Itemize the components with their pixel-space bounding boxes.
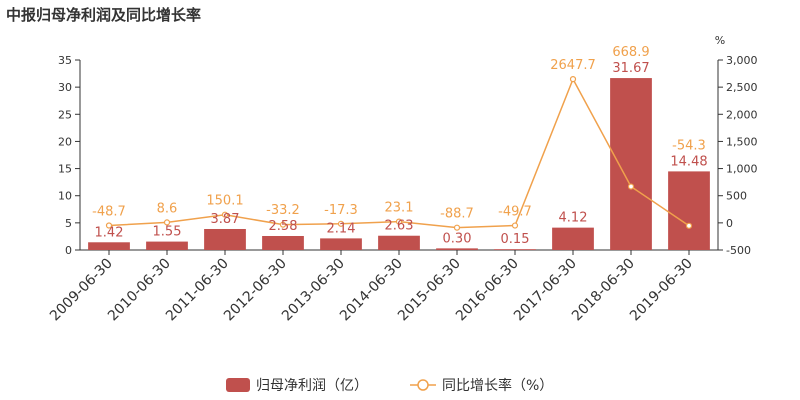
bar-value-label: 4.12 — [559, 211, 588, 226]
y-right-tick-label: 500 — [726, 190, 747, 203]
bar-series — [88, 78, 710, 250]
line-value-label: 2647.7 — [550, 58, 596, 73]
bar-value-label: 2.14 — [327, 221, 356, 236]
bar — [494, 249, 536, 250]
y-left-tick-label: 0 — [65, 244, 72, 257]
bar — [146, 241, 188, 250]
line-value-label: 23.1 — [385, 201, 414, 216]
chart-title: 中报归母净利润及同比增长率 — [6, 6, 202, 24]
bar-value-label: 14.48 — [670, 154, 707, 169]
line-point — [395, 218, 403, 225]
bar — [204, 228, 246, 250]
line-value-label: -88.7 — [440, 207, 474, 222]
bar — [436, 248, 478, 250]
y-right-tick-label: 0 — [726, 217, 733, 230]
y-right-unit: % — [715, 34, 725, 47]
line-point — [105, 222, 113, 229]
line-value-label: -49.7 — [498, 205, 532, 220]
x-tick-label: 2019-06-30 — [627, 256, 696, 325]
line-point — [279, 221, 287, 228]
y-left-tick-label: 25 — [58, 108, 72, 121]
bar — [262, 235, 304, 250]
line-point — [627, 183, 635, 190]
legend: 归母净利润（亿） 同比增长率（%） — [226, 377, 553, 394]
bar — [320, 238, 362, 250]
line-point — [569, 76, 577, 83]
y-right-tick-label: 2,000 — [726, 108, 758, 121]
y-left-tick-label: 35 — [58, 54, 72, 67]
line-point — [511, 222, 519, 229]
bar — [88, 242, 130, 250]
y-left-tick-label: 15 — [58, 163, 72, 176]
line-value-label: -48.7 — [92, 205, 126, 220]
y-right-tick-label: 2,500 — [726, 81, 758, 94]
line-value-label: -33.2 — [266, 203, 300, 218]
line-point — [221, 211, 229, 218]
line-series — [105, 76, 693, 231]
y-left-tick-label: 10 — [58, 190, 72, 203]
bar-value-label: 1.55 — [153, 225, 182, 240]
line-value-label: -17.3 — [324, 203, 358, 218]
bar-value-label: 2.63 — [385, 219, 414, 234]
legend-line-marker — [417, 379, 429, 391]
line-point — [337, 220, 345, 227]
bar — [610, 78, 652, 250]
line-point — [453, 224, 461, 231]
legend-bar-label: 归母净利润（亿） — [256, 377, 368, 394]
bar — [378, 235, 420, 250]
bar-value-label: 31.67 — [612, 61, 649, 76]
bar-value-label: 3.87 — [211, 212, 240, 227]
bar-value-label: 1.42 — [95, 225, 124, 240]
y-left-tick-label: 30 — [58, 81, 72, 94]
x-axis-ticks: 2009-06-302010-06-302011-06-302012-06-30… — [47, 250, 696, 324]
y-left-tick-label: 5 — [65, 217, 72, 230]
bar-value-label: 0.30 — [443, 231, 472, 246]
legend-bar-swatch — [226, 378, 250, 392]
legend-line-label: 同比增长率（%） — [442, 377, 553, 394]
line-value-label: -54.3 — [672, 138, 706, 153]
y-right-tick-label: -500 — [726, 244, 751, 257]
y-right-tick-label: 1,500 — [726, 135, 758, 148]
line-value-label: 668.9 — [612, 45, 649, 60]
y-right-tick-label: 1,000 — [726, 163, 758, 176]
line-point — [685, 222, 693, 229]
line-point — [163, 219, 171, 226]
line-value-label: 150.1 — [206, 194, 243, 209]
y-right-tick-label: 3,000 — [726, 54, 758, 67]
bar — [668, 171, 710, 250]
line-value-label: 8.6 — [157, 201, 178, 216]
bar — [552, 227, 594, 250]
y-left-tick-label: 20 — [58, 135, 72, 148]
bar-value-label: 2.58 — [269, 219, 298, 234]
data-labels: 1.42 1.55 3.87 2.58 2.14 2.63 0.30 0.15 4.12 31.6… — [92, 45, 707, 247]
bar-value-label: 0.15 — [501, 232, 530, 247]
